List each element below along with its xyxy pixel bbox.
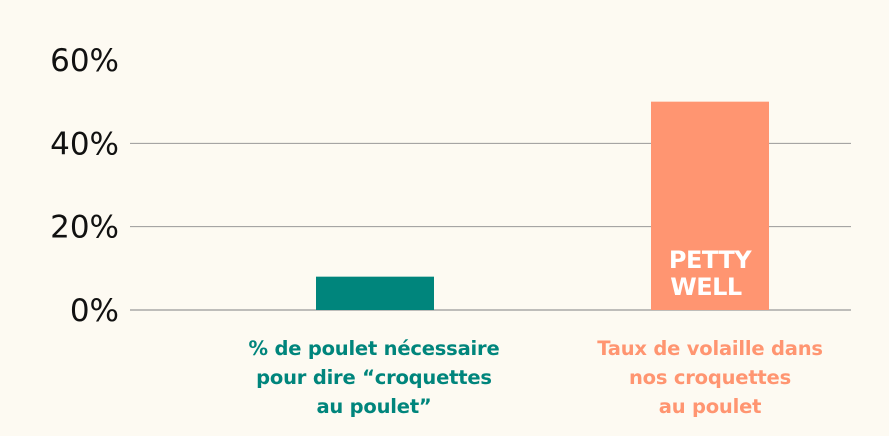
- y-tick-label: 20%: [50, 210, 119, 246]
- category-label-line: au poulet”: [316, 395, 432, 418]
- category-label-line: Taux de volaille dans: [597, 337, 823, 360]
- y-tick-label: 0%: [70, 293, 119, 329]
- bars: [316, 101, 769, 311]
- brand-line-1: PETTY: [669, 246, 752, 274]
- category-label-line: nos croquettes: [629, 366, 791, 389]
- brand-line-2: WELL: [670, 273, 742, 301]
- bar: [651, 101, 769, 311]
- category-label-line: % de poulet nécessaire: [248, 337, 500, 360]
- category-label-line: au poulet: [658, 395, 762, 418]
- y-axis-ticks: 0% 20% 40% 60%: [50, 43, 119, 329]
- category-label-chicken-required: % de poulet nécessaire pour dire “croque…: [209, 334, 539, 421]
- y-tick-label: 60%: [50, 43, 119, 79]
- pettywell-logo: PETTY WELL: [669, 246, 753, 301]
- category-label-poultry-rate: Taux de volaille dans nos croquettes au …: [545, 334, 875, 421]
- category-label-line: pour dire “croquettes: [256, 366, 492, 389]
- y-tick-label: 40%: [50, 126, 119, 162]
- bar: [316, 276, 434, 310]
